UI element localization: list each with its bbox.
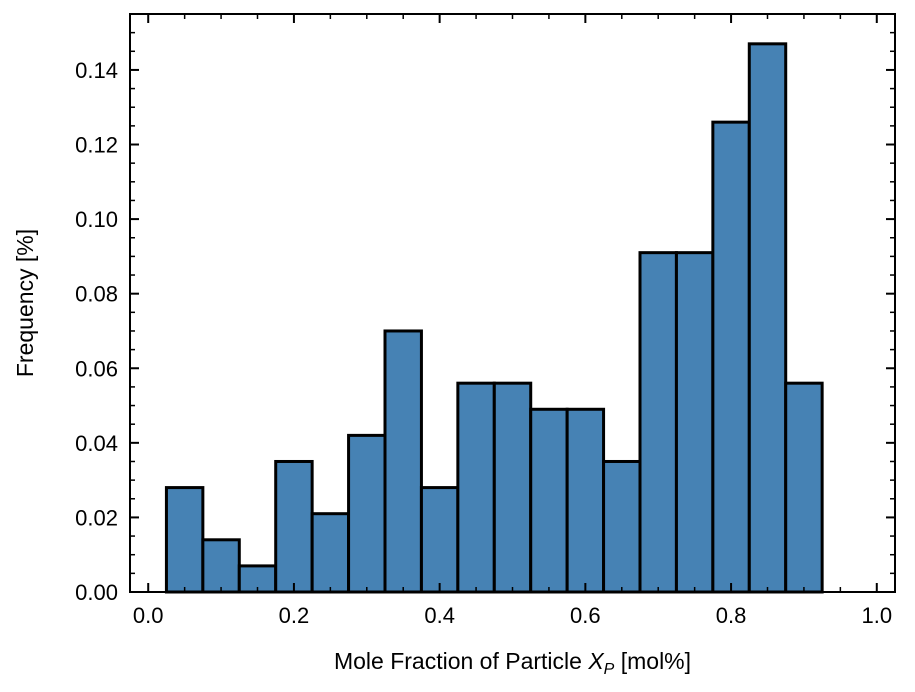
bars-group: [164, 42, 824, 594]
histogram-bar: [492, 381, 533, 594]
x-tick-label: 0.8: [716, 603, 747, 628]
x-axis-label-unit: [mol%]: [614, 648, 691, 674]
histogram-bar: [565, 407, 606, 594]
x-axis-label-symbol: X: [587, 648, 605, 674]
histogram-bar: [638, 251, 678, 594]
y-tick-label: 0.12: [75, 133, 118, 158]
histogram-bar: [164, 486, 205, 594]
x-tick-label: 0.2: [279, 603, 310, 628]
y-tick-label: 0.08: [75, 282, 118, 307]
histogram-bar: [383, 329, 423, 594]
histogram-bar: [310, 512, 351, 594]
y-tick-label: 0.02: [75, 505, 118, 530]
x-axis-label-text: Mole Fraction of Particle: [334, 648, 588, 674]
histogram-bar: [711, 120, 751, 594]
ticks-group: 0.0 0.2 0.4 0.6 0.8 1.0 0.00 0.02 0.04 0.06 0.08 0.…: [75, 14, 895, 628]
histogram-bar: [201, 538, 241, 594]
plot-frame: [129, 13, 896, 593]
x-tick-label: 0.6: [570, 603, 601, 628]
y-tick-label: 0.06: [75, 356, 118, 381]
histogram-bar: [419, 486, 460, 594]
y-tick-label: 0.14: [75, 58, 118, 83]
y-tick-label: 0.00: [75, 580, 118, 605]
y-axis-label: Frequency [%]: [12, 229, 38, 377]
x-axis-label: Mole Fraction of Particle XP [mol%]: [334, 648, 691, 678]
histogram-bar: [747, 42, 788, 594]
histogram-bar: [274, 459, 314, 594]
x-tick-label: 0.0: [133, 603, 164, 628]
x-tick-label: 0.4: [424, 603, 455, 628]
histogram-bar: [784, 381, 824, 594]
x-axis-label-subscript: P: [604, 661, 615, 678]
histogram-bar: [456, 381, 496, 594]
histogram-bar: [602, 459, 642, 594]
histogram-bar: [529, 407, 569, 594]
histogram-bar: [674, 251, 715, 594]
y-tick-label: 0.10: [75, 207, 118, 232]
x-tick-label: 1.0: [861, 603, 892, 628]
histogram-bar: [347, 433, 387, 594]
y-tick-label: 0.04: [75, 431, 118, 456]
